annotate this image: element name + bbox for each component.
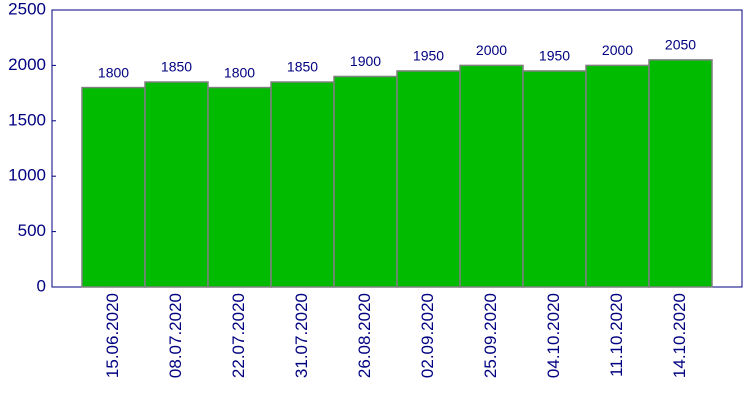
bar (144, 81, 209, 288)
value-label: 2000 (602, 42, 633, 58)
bar (459, 64, 524, 288)
x-tick-label: 04.10.2020 (544, 293, 563, 378)
x-tick-label: 15.06.2020 (103, 293, 122, 378)
x-tick-label: 26.08.2020 (355, 293, 374, 378)
value-label: 1800 (98, 64, 129, 80)
bar (648, 59, 713, 288)
bar (81, 86, 146, 288)
value-label: 1900 (350, 53, 381, 69)
x-tick-label: 31.07.2020 (292, 293, 311, 378)
y-tick-label: 1000 (8, 166, 46, 185)
x-tick-label: 22.07.2020 (229, 293, 248, 378)
y-tick-label: 0 (37, 276, 46, 295)
x-tick-label: 14.10.2020 (670, 293, 689, 378)
bar (522, 70, 587, 288)
bar (333, 75, 398, 288)
y-tick-label: 500 (18, 221, 46, 240)
x-tick-label: 02.09.2020 (418, 293, 437, 378)
bar (270, 81, 335, 288)
y-tick-label: 2000 (8, 55, 46, 74)
value-label: 1950 (539, 48, 570, 64)
value-label: 2050 (665, 37, 696, 53)
y-tick-label: 2500 (8, 0, 46, 18)
x-tick-label: 11.10.2020 (607, 293, 626, 377)
value-label: 1850 (161, 59, 192, 75)
value-label: 2000 (476, 42, 507, 58)
value-label: 1950 (413, 48, 444, 64)
value-label: 1800 (224, 64, 255, 80)
x-tick-label: 08.07.2020 (166, 293, 185, 378)
bar (585, 64, 650, 288)
bar (396, 70, 461, 288)
bar (207, 86, 272, 288)
y-tick-label: 1500 (8, 110, 46, 129)
value-label: 1850 (287, 59, 318, 75)
x-tick-label: 25.09.2020 (481, 293, 500, 378)
